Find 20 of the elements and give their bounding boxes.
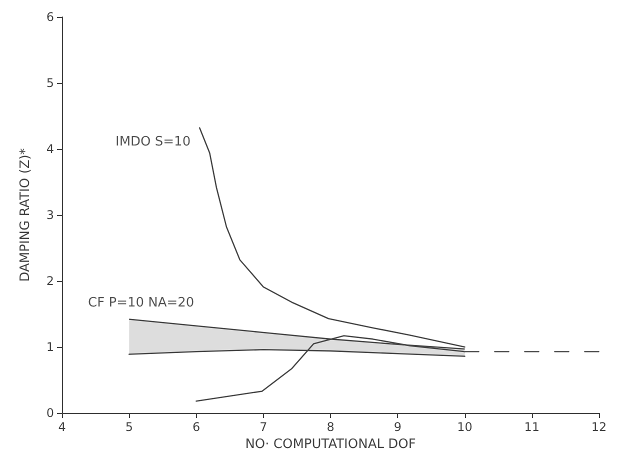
x-tick-label: 4 [58,420,66,434]
y-tick-label: 2 [46,274,54,288]
x-tick-label: 10 [457,420,472,434]
y-tick-label: 1 [46,340,54,354]
text: CF P=10 NA=20 [88,295,194,310]
y-tick-label: 6 [46,10,54,24]
y-tick-label: 5 [46,76,54,90]
series-label: IMDO S=10 [115,134,191,150]
x-tick-label: 8 [326,420,334,434]
y-tick-label: 0 [46,406,54,420]
x-tick-label: 5 [125,420,133,434]
y-tick-label: 3 [46,208,54,222]
x-tick-label: 11 [524,420,540,434]
y-axis-title: DAMPING RATIO (Z)* [18,148,33,282]
x-tick-label: 9 [394,420,402,434]
x-tick-label: 12 [591,420,607,434]
x-tick-label: 7 [260,420,268,434]
x-tick-label: 6 [192,420,200,434]
x-axis-title: NO· COMPUTATIONAL DOF [245,436,416,452]
y-tick-label: 4 [46,142,54,156]
